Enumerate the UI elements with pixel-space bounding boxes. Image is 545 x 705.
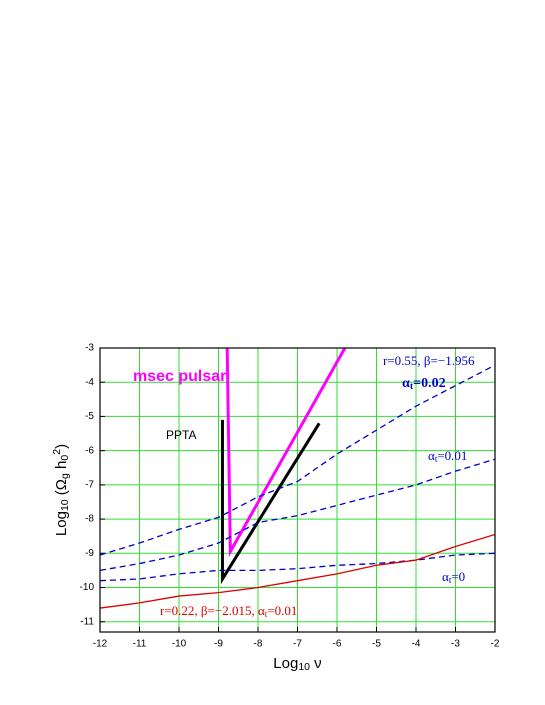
text-part: h bbox=[53, 461, 70, 474]
text-part: t bbox=[435, 454, 438, 464]
text-part: 10 bbox=[59, 499, 71, 511]
text-part: =0 bbox=[451, 569, 465, 584]
y-tick-label: -5 bbox=[85, 411, 94, 422]
text-part: =0.02 bbox=[413, 376, 445, 391]
plot-area bbox=[100, 348, 495, 609]
text-part: =0.01 bbox=[267, 603, 297, 618]
y-tick-label: -7 bbox=[85, 480, 94, 491]
series-line bbox=[225, 348, 347, 558]
x-tick-label: -7 bbox=[293, 639, 302, 650]
series-line bbox=[100, 552, 495, 582]
text-part: (Ω bbox=[53, 479, 70, 499]
series-label: PPTA bbox=[166, 428, 196, 442]
y-tick-label: -11 bbox=[80, 616, 94, 627]
x-tick-label: -10 bbox=[172, 639, 187, 650]
x-tick-label: -12 bbox=[93, 639, 108, 650]
annotation: αt=0.01 bbox=[428, 448, 467, 464]
x-axis-label: Log10 ν bbox=[273, 655, 321, 673]
annotation: r=0.22, β=−2.015, αt=0.01 bbox=[160, 603, 297, 619]
series-line bbox=[100, 533, 495, 609]
text-part: 2 bbox=[51, 449, 63, 455]
text-part: g bbox=[59, 473, 71, 479]
x-tick-label: -4 bbox=[412, 639, 421, 650]
y-tick-label: -8 bbox=[85, 514, 94, 525]
text-part: Log bbox=[273, 655, 298, 672]
text-part: 0 bbox=[59, 455, 71, 461]
y-tick-label: -3 bbox=[85, 343, 94, 354]
text-part: 10 bbox=[298, 661, 310, 673]
text-part: r=0.55, β=−1.956 bbox=[383, 353, 475, 368]
text-part: ) bbox=[53, 444, 70, 449]
annotation: αt=0.02 bbox=[402, 376, 446, 392]
text-part: α bbox=[428, 448, 435, 463]
annotation: r=0.55, β=−1.956 bbox=[383, 353, 475, 368]
text-part: t bbox=[265, 609, 268, 619]
x-tick-label: -2 bbox=[491, 639, 500, 650]
y-tick-label: -4 bbox=[85, 377, 94, 388]
series-line bbox=[220, 419, 321, 585]
annotation: αt=0 bbox=[442, 569, 465, 585]
text-part: t bbox=[410, 381, 414, 392]
series-label: msec pulsar bbox=[133, 368, 226, 385]
x-tick-label: -3 bbox=[451, 639, 460, 650]
text-part: Log bbox=[53, 511, 70, 536]
y-tick-label: -10 bbox=[80, 582, 95, 593]
x-tick-label: -11 bbox=[133, 639, 147, 650]
x-tick-label: -8 bbox=[254, 639, 263, 650]
x-tick-label: -6 bbox=[333, 639, 342, 650]
x-tick-label: -9 bbox=[214, 639, 223, 650]
series-line bbox=[100, 364, 495, 556]
frame bbox=[99, 347, 496, 633]
text-part: =0.01 bbox=[437, 448, 467, 463]
text-part: r=0.22, β=−2.015, α bbox=[160, 603, 265, 618]
text-part: α bbox=[402, 376, 410, 391]
y-tick-label: -9 bbox=[85, 548, 94, 559]
text-part: ν bbox=[310, 655, 322, 672]
series-line bbox=[100, 458, 495, 572]
y-axis-label: Log10 (Ωg h02) bbox=[51, 444, 71, 536]
text-part: α bbox=[442, 569, 449, 584]
text-part: t bbox=[449, 575, 452, 585]
x-tick-label: -5 bbox=[372, 639, 381, 650]
y-tick-label: -6 bbox=[85, 445, 94, 456]
